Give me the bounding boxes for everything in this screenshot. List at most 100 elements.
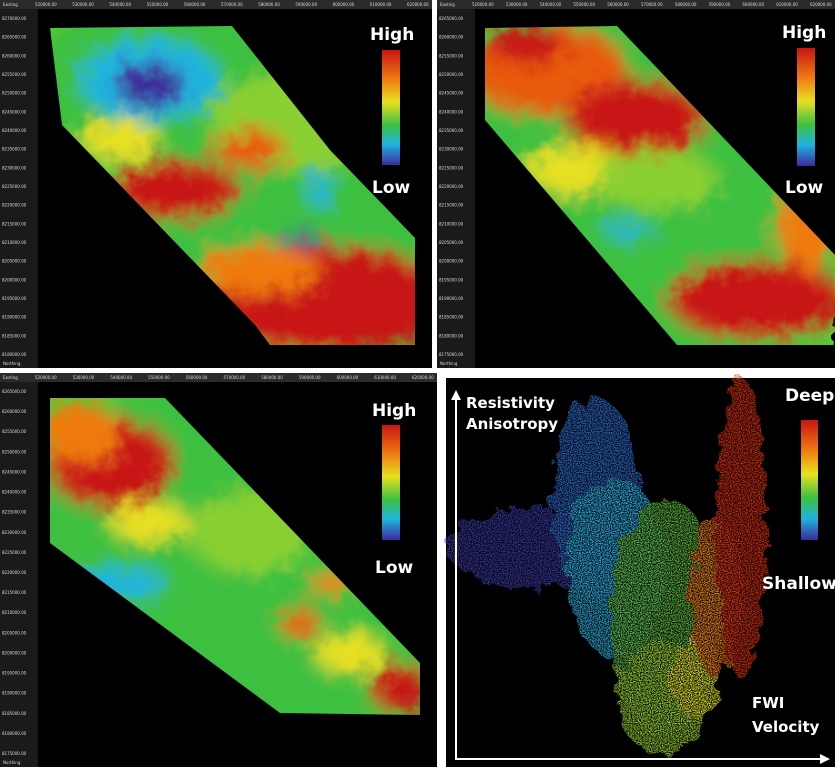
y-tick-label: 8250000.00: [2, 91, 27, 96]
x-tick-label: 600000.00: [742, 2, 764, 7]
y-tick-label: 8185000.00: [439, 315, 464, 320]
y-tick-label: 8205000.00: [2, 259, 27, 264]
anomaly: [110, 503, 190, 543]
x-tick-label: 530000.00: [72, 2, 94, 7]
y-tick-label: 8180000.00: [2, 352, 27, 357]
y-tick-label: 8200000.00: [2, 277, 27, 282]
y-tick-label: 8245000.00: [2, 469, 27, 474]
x-tick-label: 520000.00: [35, 2, 57, 7]
y-tick-label: 8240000.00: [2, 490, 27, 495]
colorbar: [797, 48, 815, 166]
y-tick-label: 8200000.00: [2, 650, 27, 655]
x-axis-label: Velocity: [752, 718, 820, 736]
y-tick-label: 8175000.00: [2, 751, 27, 756]
x-tick-label: 550000.00: [148, 375, 170, 380]
y-tick-label: 8180000.00: [439, 333, 464, 338]
anomaly: [215, 130, 285, 170]
top-ruler: [0, 373, 437, 382]
y-tick-label: 8265000.00: [2, 35, 27, 40]
anomaly: [275, 234, 325, 246]
y-tick-label: 8220000.00: [439, 184, 464, 189]
y-tick-label: 8255000.00: [2, 72, 27, 77]
anomaly: [487, 27, 567, 63]
x-tick-label: 590000.00: [709, 2, 731, 7]
y-tick-label: 8255000.00: [439, 53, 464, 58]
y-tick-label: 8260000.00: [2, 409, 27, 414]
legend-shallow: Shallow: [762, 574, 835, 594]
y-tick-label: 8225000.00: [2, 184, 27, 189]
x-axis-title: Easting: [3, 375, 18, 380]
y-axis-title: Northing: [440, 361, 458, 366]
x-axis-label: FWI: [752, 694, 784, 712]
y-tick-label: 8245000.00: [439, 91, 464, 96]
y-tick-label: 8240000.00: [439, 109, 464, 114]
y-tick-label: 8265000.00: [439, 16, 464, 21]
x-tick-label: 580000.00: [261, 375, 283, 380]
x-tick-label: 620000.00: [810, 2, 832, 7]
x-tick-label: 550000.00: [147, 2, 169, 7]
x-tick-label: 580000.00: [258, 2, 280, 7]
anomaly: [80, 120, 160, 160]
y-tick-label: 8195000.00: [2, 671, 27, 676]
y-tick-label: 8235000.00: [2, 510, 27, 515]
y-tick-label: 8250000.00: [439, 72, 464, 77]
y-tick-label: 8210000.00: [2, 610, 27, 615]
colorbar: [382, 50, 400, 165]
colorbar: [801, 420, 818, 540]
anomaly: [597, 150, 717, 210]
x-tick-label: 520000.00: [35, 375, 57, 380]
y-tick-label: 8190000.00: [2, 691, 27, 696]
y-tick-label: 8260000.00: [2, 53, 27, 58]
y-tick-label: 8205000.00: [2, 630, 27, 635]
x-tick-label: 580000.00: [675, 2, 697, 7]
y-tick-label: 8235000.00: [2, 147, 27, 152]
x-tick-label: 570000.00: [224, 375, 246, 380]
y-tick-label: 8185000.00: [2, 711, 27, 716]
y-tick-label: 8235000.00: [439, 128, 464, 133]
y-axis-title: Northing: [3, 760, 21, 765]
x-tick-label: 560000.00: [184, 2, 206, 7]
y-tick-label: 8225000.00: [439, 165, 464, 170]
y-tick-label: 8220000.00: [2, 570, 27, 575]
x-tick-label: 570000.00: [221, 2, 243, 7]
y-tick-label: 8185000.00: [2, 333, 27, 338]
anomaly: [40, 403, 120, 463]
legend-high: High: [782, 23, 826, 43]
y-tick-label: 8175000.00: [439, 352, 464, 357]
x-tick-label: 560000.00: [186, 375, 208, 380]
y-axis-label: Resistivity: [466, 394, 555, 412]
y-tick-label: 8240000.00: [2, 128, 27, 133]
x-tick-label: 600000.00: [333, 2, 355, 7]
anomaly: [602, 222, 652, 238]
x-tick-label: 600000.00: [337, 375, 359, 380]
x-tick-label: 620000.00: [407, 2, 429, 7]
legend-deep: Deep: [785, 386, 834, 406]
y-tick-label: 8265000.00: [2, 389, 27, 394]
x-tick-label: 530000.00: [506, 2, 528, 7]
top-ruler: [0, 0, 432, 9]
x-axis-title: Easting: [3, 2, 18, 7]
y-tick-label: 8230000.00: [439, 147, 464, 152]
y-axis-title: Northing: [3, 361, 21, 366]
legend-high: High: [370, 25, 414, 45]
x-tick-label: 590000.00: [295, 2, 317, 7]
anomaly: [115, 63, 185, 107]
y-axis-label: Anisotropy: [466, 415, 558, 433]
y-tick-label: 8230000.00: [2, 165, 27, 170]
x-tick-label: 570000.00: [641, 2, 663, 7]
x-tick-label: 610000.00: [776, 2, 798, 7]
x-tick-label: 540000.00: [540, 2, 562, 7]
y-tick-label: 8245000.00: [2, 109, 27, 114]
y-tick-label: 8190000.00: [439, 296, 464, 301]
x-tick-label: 610000.00: [374, 375, 396, 380]
y-tick-label: 8215000.00: [439, 203, 464, 208]
x-tick-label: 530000.00: [73, 375, 95, 380]
legend-low: Low: [785, 178, 824, 198]
anomaly: [315, 633, 385, 673]
y-tick-label: 8195000.00: [2, 296, 27, 301]
legend-low: Low: [372, 178, 411, 198]
y-tick-label: 8215000.00: [2, 221, 27, 226]
y-tick-label: 8250000.00: [2, 449, 27, 454]
crossplot-panel: Resistivity Anisotropy FWI Velocity Deep Shal…: [446, 378, 835, 767]
